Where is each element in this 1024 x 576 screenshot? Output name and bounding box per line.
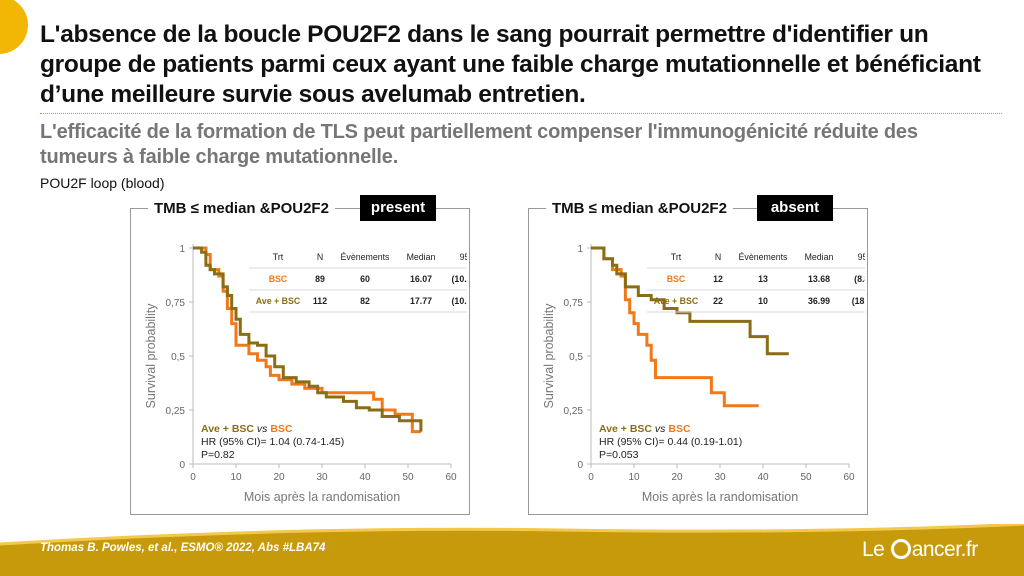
annotation-comparison: Ave + BSC vs BSC bbox=[201, 423, 293, 435]
table-cell: 10 bbox=[758, 296, 768, 306]
x-axis-title: Mois après la randomisation bbox=[244, 490, 400, 504]
x-tick-label: 40 bbox=[359, 472, 371, 483]
x-tick-label: 0 bbox=[588, 472, 594, 483]
footer-band bbox=[0, 524, 1024, 576]
table-cell: 112 bbox=[313, 296, 327, 306]
km-curve-bsc bbox=[193, 246, 421, 434]
x-tick-label: 60 bbox=[445, 472, 457, 483]
table-cell: 89 bbox=[315, 274, 325, 284]
annotation-vs: vs bbox=[652, 423, 668, 435]
table-cell: 17.77 bbox=[410, 296, 432, 306]
y-tick-label: 0,75 bbox=[166, 298, 186, 309]
y-tick-label: 0,75 bbox=[564, 298, 584, 309]
table-cell: 22 bbox=[713, 296, 723, 306]
annotation-vs: vs bbox=[254, 423, 270, 435]
annotation-ave-bsc: Ave + BSC bbox=[201, 423, 254, 435]
table-cell: Ave + BSC bbox=[654, 296, 699, 306]
annotation-p: P=0.82 bbox=[201, 449, 235, 461]
x-tick-label: 20 bbox=[671, 472, 683, 483]
x-tick-label: 30 bbox=[316, 472, 328, 483]
logo-c-icon bbox=[890, 539, 911, 559]
table-header: N bbox=[317, 252, 323, 262]
x-tick-label: 40 bbox=[757, 472, 769, 483]
y-tick-label: 0,5 bbox=[569, 352, 583, 363]
annotation-hr: HR (95% CI)= 1.04 (0.74-1.45) bbox=[201, 436, 344, 448]
annotation-ave-bsc: Ave + BSC bbox=[599, 423, 652, 435]
y-axis-title: Survival probability bbox=[144, 303, 158, 409]
annotation-comparison: Ave + BSC vs BSC bbox=[599, 423, 691, 435]
pou2f-loop-label: POU2F loop (blood) bbox=[40, 175, 165, 191]
table-cell: 13 bbox=[758, 274, 768, 284]
table-cell: 12 bbox=[713, 274, 723, 284]
table-header: Trt bbox=[671, 252, 682, 262]
x-axis-title: Mois après la randomisation bbox=[642, 490, 798, 504]
slide-subtitle: L'efficacité de la formation de TLS peut… bbox=[40, 121, 918, 168]
table-header: Median bbox=[805, 252, 834, 262]
table-cell: (8.8, NA) bbox=[854, 274, 865, 284]
x-tick-label: 50 bbox=[800, 472, 812, 483]
y-tick-label: 1 bbox=[577, 244, 583, 255]
annotation-hr: HR (95% CI)= 0.44 (0.19-1.01) bbox=[599, 436, 742, 448]
chart-title-present: TMB ≤ median &POU2F2 bbox=[148, 200, 335, 217]
table-cell: (10.3, 22.3) bbox=[452, 296, 468, 306]
table-cell: 36.99 bbox=[808, 296, 830, 306]
table-cell: Ave + BSC bbox=[256, 296, 301, 306]
x-tick-label: 10 bbox=[628, 472, 640, 483]
table-header: Median bbox=[407, 252, 436, 262]
table-cell: 16.07 bbox=[410, 274, 432, 284]
x-tick-label: 30 bbox=[714, 472, 726, 483]
y-tick-label: 1 bbox=[179, 244, 185, 255]
x-tick-label: 10 bbox=[230, 472, 242, 483]
y-tick-label: 0,25 bbox=[564, 406, 584, 417]
table-cell: BSC bbox=[667, 274, 686, 284]
y-tick-label: 0,25 bbox=[166, 406, 186, 417]
logo-text-left: Le bbox=[862, 538, 890, 561]
table-header: Évènements bbox=[739, 252, 788, 262]
x-tick-label: 50 bbox=[402, 472, 414, 483]
table-cell: 13.68 bbox=[808, 274, 830, 284]
badge-present: present bbox=[360, 195, 436, 221]
table-cell: BSC bbox=[269, 274, 288, 284]
chart-title-absent: TMB ≤ median &POU2F2 bbox=[546, 200, 733, 217]
annotation-p: P=0.053 bbox=[599, 449, 639, 461]
y-tick-label: 0 bbox=[577, 460, 583, 471]
y-axis-title: Survival probability bbox=[542, 303, 556, 409]
table-header: Trt bbox=[273, 252, 284, 262]
y-tick-label: 0 bbox=[179, 460, 185, 471]
slide-title: L'absence de la boucle POU2F2 dans le sa… bbox=[40, 21, 981, 108]
citation: Thomas B. Powles, et al., ESMO® 2022, Ab… bbox=[40, 542, 326, 554]
x-tick-label: 60 bbox=[843, 472, 855, 483]
table-cell: 60 bbox=[360, 274, 370, 284]
table-header: 95% CI bbox=[858, 252, 865, 262]
logo: Le ancer.fr bbox=[862, 538, 978, 562]
table-cell: (10.2, 24.2) bbox=[452, 274, 468, 284]
logo-text-right: ancer.fr bbox=[911, 538, 979, 561]
annotation-bsc: BSC bbox=[668, 423, 691, 435]
badge-absent: absent bbox=[757, 195, 833, 221]
x-tick-label: 0 bbox=[190, 472, 196, 483]
table-header: Évènements bbox=[341, 252, 390, 262]
table-cell: 82 bbox=[360, 296, 370, 306]
x-tick-label: 20 bbox=[273, 472, 285, 483]
km-curve-ave-bsc bbox=[591, 246, 789, 356]
y-tick-label: 0,5 bbox=[171, 352, 185, 363]
annotation-bsc: BSC bbox=[270, 423, 293, 435]
table-cell: (18.2, NA) bbox=[852, 296, 865, 306]
table-header: 95% CI bbox=[460, 252, 467, 262]
km-curve-ave-bsc bbox=[193, 246, 423, 432]
title-divider bbox=[40, 113, 1002, 114]
accent-circle bbox=[0, 0, 28, 54]
table-header: N bbox=[715, 252, 721, 262]
